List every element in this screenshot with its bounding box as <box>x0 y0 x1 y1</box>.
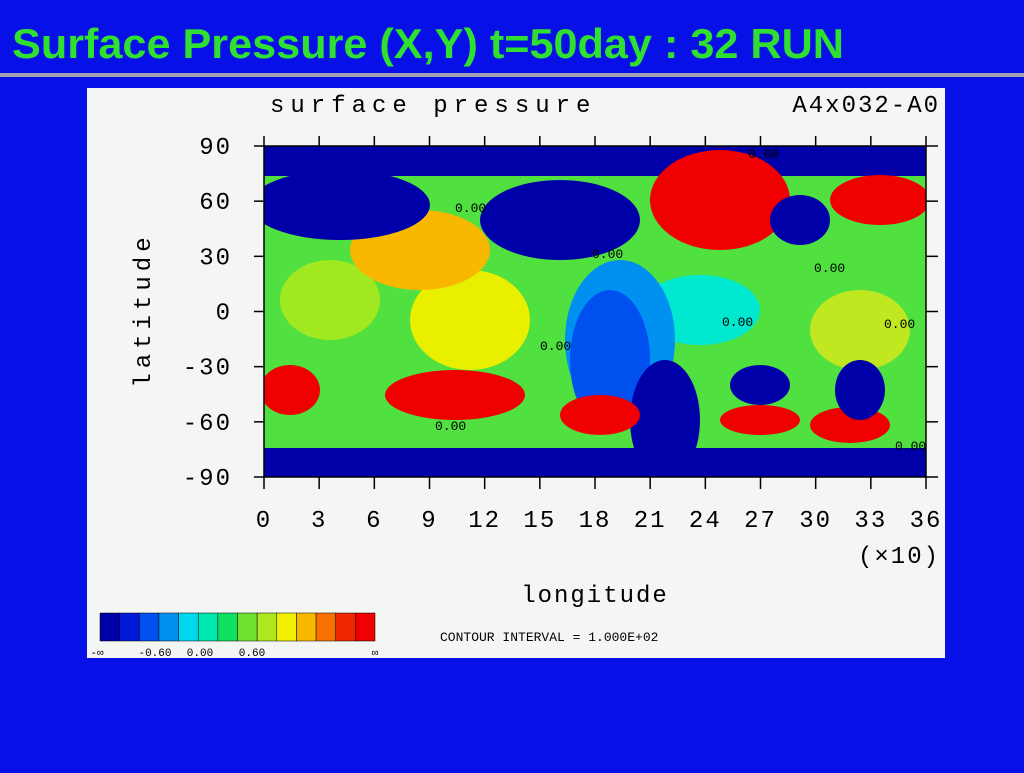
x-tick-label: 27 <box>744 508 777 535</box>
x-tick-label: 6 <box>366 508 382 535</box>
slide-title: Surface Pressure (X,Y) t=50day : 32 RUN <box>12 20 844 67</box>
contour-label: 0.00 <box>814 261 845 276</box>
colorbar-label: -0.60 <box>138 648 171 660</box>
colorbar-label: 0.00 <box>187 648 213 660</box>
x-tick-label: 15 <box>523 508 556 535</box>
y-tick-label: 60 <box>199 190 232 217</box>
x-tick-label: 30 <box>799 508 832 535</box>
x-tick-label: 33 <box>854 508 887 535</box>
y-tick-label: -60 <box>183 411 232 438</box>
contour-field <box>264 146 926 477</box>
colorbar-swatch <box>99 612 120 642</box>
colorbar-label: -∞ <box>90 648 104 660</box>
y-axis-label: latitude <box>131 232 158 387</box>
x-tick-label: 9 <box>421 508 437 535</box>
x-tick-label: 18 <box>579 508 612 535</box>
colorbar-label: 0.60 <box>239 648 265 660</box>
contour-label: 0.00 <box>884 317 915 332</box>
colorbar-swatch <box>197 612 219 642</box>
contour-label: 0.00 <box>748 147 779 162</box>
y-tick-label: -90 <box>183 466 232 493</box>
x-tick-label: 12 <box>468 508 501 535</box>
x-tick-label: 36 <box>910 508 943 535</box>
contour-label: 0.00 <box>592 247 623 262</box>
contour-label: 0.00 <box>895 439 926 454</box>
colorbar-swatch <box>315 612 336 642</box>
contour-label: 0.00 <box>435 419 466 434</box>
y-tick-label: 30 <box>199 245 232 272</box>
y-tick-label: 90 <box>199 135 232 162</box>
colorbar-swatch <box>217 612 238 642</box>
colorbar-swatch <box>256 612 278 642</box>
colorbar-swatch <box>296 612 317 642</box>
contour-label: 0.00 <box>455 201 486 216</box>
x-tick-label: 3 <box>311 508 327 535</box>
x-multiplier: (×10) <box>858 544 940 571</box>
y-tick-label: 0 <box>216 301 232 328</box>
colorbar-swatch <box>355 612 376 642</box>
y-tick-label: -30 <box>183 356 232 383</box>
contour-label: 0.00 <box>540 339 571 354</box>
colorbar-swatch <box>276 612 297 642</box>
plot-subtitle: A4x032-A0 <box>792 93 940 120</box>
contour-interval: CONTOUR INTERVAL = 1.000E+02 <box>440 630 658 645</box>
colorbar-swatch <box>139 612 160 642</box>
contour-label: 0.00 <box>722 315 753 330</box>
colorbar-swatch <box>335 612 356 642</box>
x-tick-label: 0 <box>256 508 272 535</box>
colorbar-label: ∞ <box>372 648 379 660</box>
colorbar-swatch <box>158 612 179 642</box>
x-axis-label: longitude <box>521 583 669 610</box>
colorbar-swatch <box>178 612 199 642</box>
colorbar-swatch <box>119 612 140 642</box>
plot-title: surface pressure <box>270 93 596 120</box>
x-tick-label: 21 <box>634 508 667 535</box>
x-tick-label: 24 <box>689 508 722 535</box>
colorbar-swatch <box>237 612 258 642</box>
